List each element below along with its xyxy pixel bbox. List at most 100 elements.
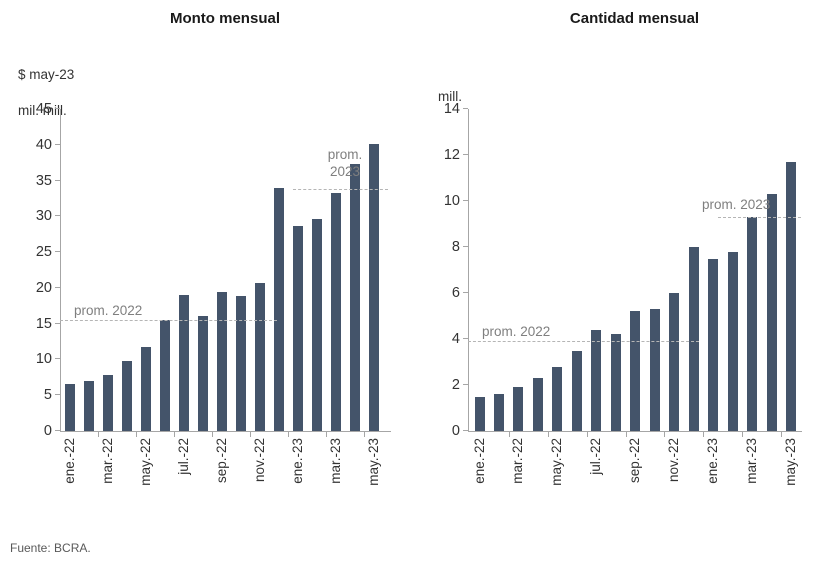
bar <box>688 247 699 431</box>
y-tick-label: 0 <box>43 423 52 439</box>
y-tick-label: 0 <box>451 423 460 439</box>
y-tick <box>463 246 468 247</box>
x-tick <box>781 432 783 437</box>
average-line <box>60 320 277 322</box>
bar <box>474 396 485 431</box>
y-tick-label: 45 <box>35 101 52 117</box>
bar <box>160 320 170 431</box>
y-tick <box>55 430 60 431</box>
y-tick <box>463 292 468 293</box>
bar <box>766 194 777 431</box>
y-tick <box>55 358 60 360</box>
plot-area-cantidad <box>468 109 802 432</box>
x-tick <box>98 432 100 437</box>
x-tick <box>586 432 588 437</box>
y-tick <box>463 108 468 109</box>
x-tick-label: sep.-22 <box>627 438 643 484</box>
y-tick-label: 20 <box>35 279 52 296</box>
x-tick-label: may.-23 <box>783 438 799 486</box>
plot-area-monto <box>60 109 391 432</box>
y-tick-label: 6 <box>451 285 460 301</box>
y-tick <box>55 215 60 217</box>
x-tick <box>288 432 290 437</box>
average-line-label: prom. 2022 <box>74 303 143 318</box>
bar <box>350 164 360 431</box>
bar <box>369 144 379 431</box>
bar <box>179 295 189 431</box>
y-tick-label: 8 <box>451 239 460 255</box>
bar <box>236 296 246 431</box>
bar <box>217 292 227 431</box>
y-tick <box>55 251 60 253</box>
average-line-label: prom. 2022 <box>482 324 551 339</box>
y-tick <box>55 394 60 396</box>
x-tick-label: nov.-22 <box>251 438 267 483</box>
bar <box>630 311 641 431</box>
x-tick-label: may.-22 <box>549 438 565 486</box>
y-tick <box>55 108 60 109</box>
x-tick-label: ene.-23 <box>289 438 305 484</box>
x-tick <box>250 432 252 437</box>
bar <box>84 380 94 431</box>
y-tick <box>463 338 468 339</box>
average-line-label: prom. 2023 <box>702 197 771 212</box>
bar <box>122 360 132 431</box>
y-tick-label: 2 <box>451 377 460 393</box>
unit-line-1: mill. <box>438 89 462 104</box>
x-tick-label: nov.-22 <box>666 438 682 483</box>
bar <box>493 394 504 431</box>
average-line <box>293 189 388 191</box>
y-tick-label: 10 <box>35 351 52 368</box>
x-tick-label: ene.-23 <box>705 438 721 484</box>
y-tick <box>463 384 468 385</box>
x-tick <box>625 432 627 437</box>
bar <box>727 251 738 431</box>
x-tick-label: mar.-22 <box>510 438 526 484</box>
x-tick-label: mar.-23 <box>744 438 760 484</box>
y-tick-label: 14 <box>443 101 460 117</box>
y-tick-label: 40 <box>35 136 52 153</box>
x-tick-label: mar.-22 <box>99 438 115 484</box>
x-tick <box>136 432 138 437</box>
y-tick-label: 4 <box>451 331 460 347</box>
y-tick-label: 35 <box>35 172 52 189</box>
x-tick <box>508 432 510 437</box>
x-tick <box>742 432 744 437</box>
bar <box>591 329 602 431</box>
bar <box>649 309 660 431</box>
x-tick-label: may.-22 <box>137 438 153 486</box>
bar <box>786 161 797 431</box>
x-tick-label: jul.-22 <box>588 438 604 475</box>
x-tick <box>547 432 549 437</box>
x-tick <box>703 432 705 437</box>
y-tick-label: 12 <box>443 147 460 163</box>
x-tick-label: may.-23 <box>365 438 381 486</box>
bar <box>571 350 582 431</box>
y-tick-label: 10 <box>443 193 460 209</box>
x-tick-label: jul.-22 <box>175 438 191 475</box>
y-tick-label: 30 <box>35 208 52 225</box>
bar <box>610 334 621 431</box>
y-tick <box>55 143 60 145</box>
bar <box>312 219 322 431</box>
y-axis-unit-label-cantidad: mill. <box>438 70 462 124</box>
x-tick <box>326 432 328 437</box>
bar <box>141 347 151 431</box>
x-tick-label: sep.-22 <box>213 438 229 484</box>
y-tick-label: 15 <box>35 315 52 332</box>
average-line <box>718 217 801 219</box>
average-line <box>468 341 699 343</box>
x-tick <box>174 432 176 437</box>
bar <box>255 282 265 431</box>
bar <box>198 315 208 431</box>
source-note: Fuente: BCRA. <box>10 541 91 555</box>
bar <box>708 258 719 431</box>
chart-title-monto: Monto mensual <box>169 10 280 27</box>
x-tick-label: mar.-23 <box>327 438 343 484</box>
bar <box>552 366 563 431</box>
y-tick <box>463 430 468 431</box>
bar <box>103 375 113 431</box>
average-line-label: prom. 2023 <box>327 147 363 179</box>
y-tick <box>55 286 60 288</box>
bar <box>293 226 303 431</box>
